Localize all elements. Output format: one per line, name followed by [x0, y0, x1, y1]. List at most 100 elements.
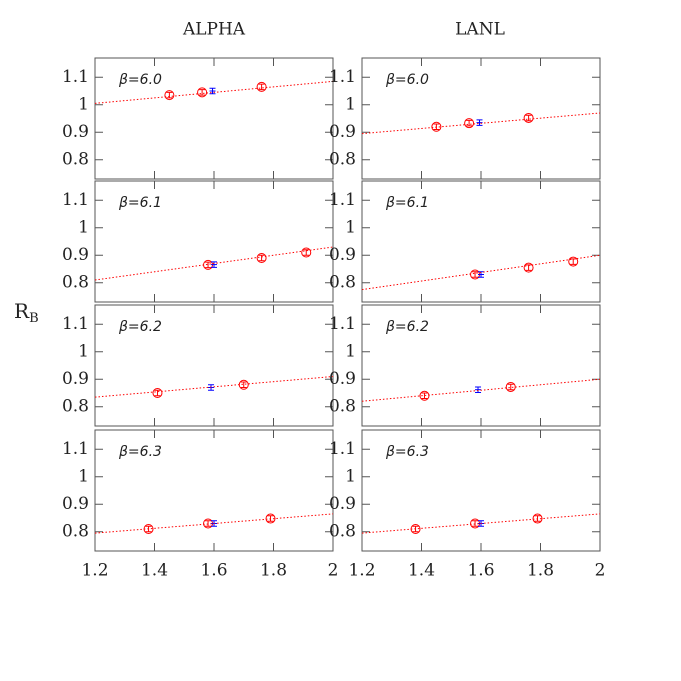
annotation: β=6.1 [118, 195, 162, 211]
data-point [256, 81, 267, 92]
y-axis-label: RB [14, 299, 39, 326]
data-point [256, 253, 267, 263]
y-tick-label: 1.1 [329, 439, 356, 459]
fit-line [95, 513, 333, 534]
y-tick-label: 0.9 [329, 245, 356, 265]
data-point [476, 122, 483, 124]
panel: 0.8 0.9 1 1.1 1.2 1.4 1.6 1.8 2 β=6.3 [329, 429, 606, 581]
y-tick-label: 0.8 [329, 149, 356, 169]
y-tick-label: 1 [345, 466, 356, 486]
annotation: β=6.1 [385, 195, 429, 211]
data-point [523, 262, 534, 273]
error-bar [507, 383, 514, 391]
x-tick-label: 1.2 [348, 561, 375, 581]
panel: 0.8 0.9 1 1.1 β=6.2 [329, 304, 601, 427]
y-tick-label: 0.8 [329, 396, 356, 416]
data-point [464, 118, 475, 129]
x-tick-label: 1.6 [467, 561, 494, 581]
x-tick-label: 1.8 [527, 561, 554, 581]
y-tick-label: 1.1 [62, 67, 89, 87]
error-bar [154, 389, 161, 397]
y-tick-label: 0.8 [329, 272, 356, 292]
y-tick-label: 1 [345, 217, 356, 237]
plot-area [362, 112, 600, 135]
x-tick-label: 1.2 [81, 561, 108, 581]
y-tick-label: 0.9 [62, 245, 89, 265]
error-bar [199, 89, 206, 96]
y-tick-label: 0.8 [62, 149, 89, 169]
error-bar [466, 119, 473, 127]
x-tick-label: 2 [595, 561, 606, 581]
data-point [568, 256, 579, 267]
y-label-main: R [14, 299, 30, 323]
y-tick-label: 1 [78, 94, 89, 114]
data-point [431, 121, 442, 132]
y-tick-label: 0.9 [62, 122, 89, 142]
plot-area [362, 513, 600, 534]
y-tick-label: 1.1 [62, 439, 89, 459]
x-tick-label: 1.4 [408, 561, 435, 581]
data-point [164, 90, 175, 101]
annotation: β=6.0 [385, 72, 429, 88]
plot-area [95, 513, 333, 534]
plot-area [95, 376, 333, 398]
error-bar [570, 258, 577, 265]
annotation: β=6.0 [118, 72, 162, 88]
data-point [475, 389, 482, 391]
panel: 0.8 0.9 1 1.1 β=6.0 [329, 57, 601, 180]
data-point [419, 390, 430, 401]
error-bar [258, 254, 265, 262]
column-title: LANL [455, 20, 505, 40]
panel: 0.8 0.9 1 1.1 β=6.0 [62, 57, 334, 180]
y-tick-label: 0.9 [329, 494, 356, 514]
annotation: β=6.3 [118, 444, 162, 460]
y-tick-label: 0.9 [329, 369, 356, 389]
data-point [197, 87, 208, 98]
error-bar [421, 392, 428, 399]
data-point [505, 381, 516, 392]
annotation: β=6.2 [118, 319, 162, 335]
plot-area [95, 80, 333, 104]
x-tick-label: 1.6 [200, 561, 227, 581]
panel: 0.8 0.9 1 1.1 β=6.1 [62, 180, 334, 303]
y-tick-label: 0.9 [329, 122, 356, 142]
error-bar [240, 381, 247, 388]
error-bar [258, 83, 265, 91]
plot-area [362, 378, 600, 402]
y-tick-label: 1 [345, 341, 356, 361]
y-tick-label: 1 [78, 341, 89, 361]
fit-line [95, 80, 333, 104]
panel: 0.8 0.9 1 1.1 1.2 1.4 1.6 1.8 2 β=6.3 [62, 429, 339, 581]
fit-line [95, 376, 333, 398]
data-point [523, 112, 534, 123]
y-tick-label: 0.9 [62, 369, 89, 389]
error-bar [472, 271, 479, 278]
y-tick-label: 0.8 [62, 521, 89, 541]
plot-area [95, 246, 333, 281]
x-tick-label: 2 [328, 561, 339, 581]
fit-line [95, 246, 333, 281]
plot-area [362, 254, 600, 291]
y-tick-label: 1 [78, 217, 89, 237]
data-point [478, 274, 484, 275]
fit-line [362, 513, 600, 534]
y-tick-label: 1.1 [329, 314, 356, 334]
y-tick-label: 0.8 [62, 396, 89, 416]
data-point [301, 247, 312, 258]
x-tick-label: 1.8 [260, 561, 287, 581]
y-tick-label: 1.1 [329, 190, 356, 210]
y-tick-label: 1 [78, 466, 89, 486]
data-point [211, 264, 217, 266]
error-bar [303, 249, 310, 256]
error-bar [166, 91, 173, 99]
y-tick-label: 1 [345, 94, 356, 114]
data-point [152, 388, 163, 398]
x-tick-label: 1.4 [141, 561, 168, 581]
data-point [265, 513, 276, 524]
error-bar [205, 261, 212, 269]
annotation: β=6.3 [385, 444, 429, 460]
panel: 0.8 0.9 1 1.1 β=6.2 [62, 304, 334, 427]
y-tick-label: 0.9 [62, 494, 89, 514]
y-tick-label: 0.8 [329, 521, 356, 541]
